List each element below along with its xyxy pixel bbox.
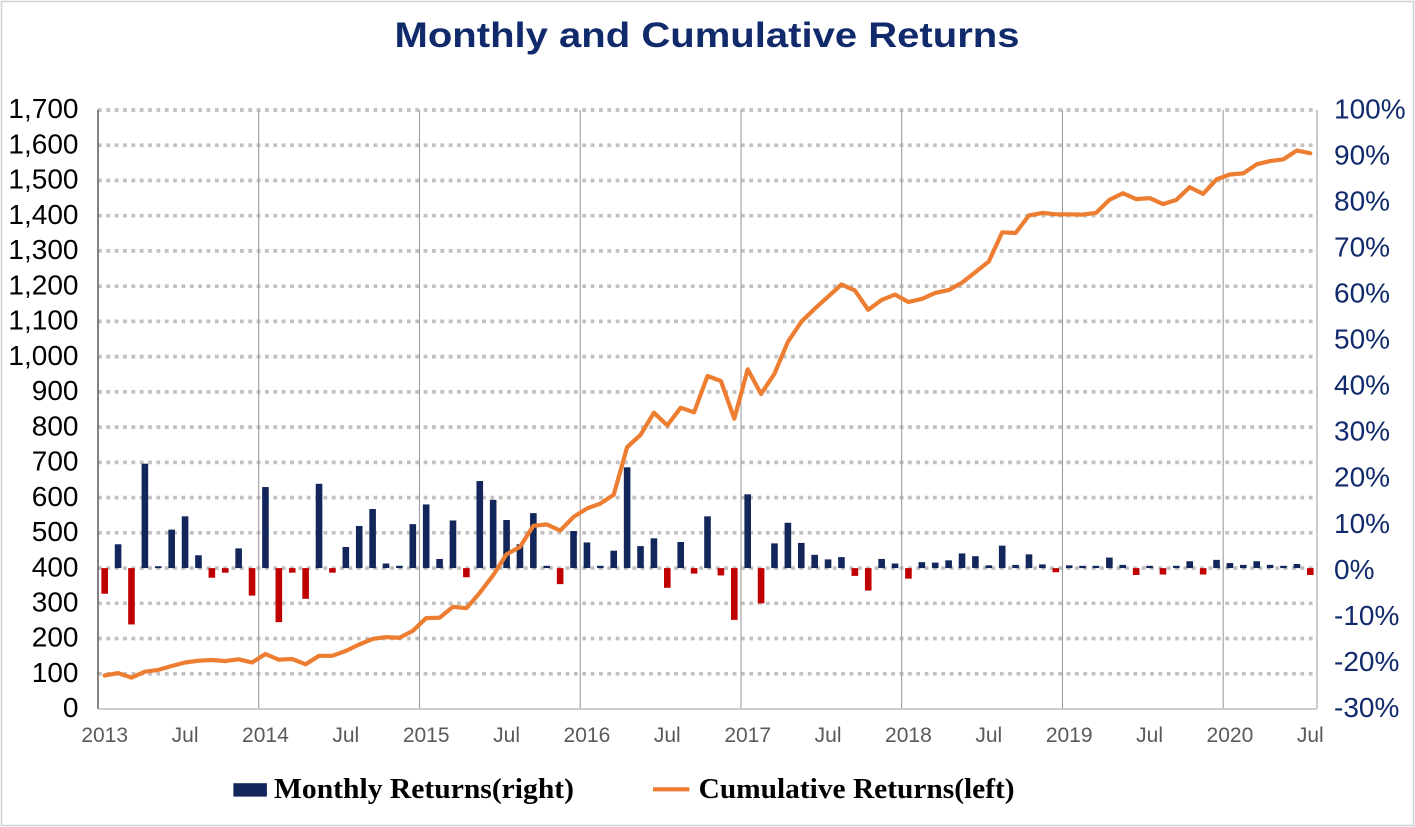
- svg-text:2019: 2019: [1046, 724, 1093, 747]
- svg-text:80%: 80%: [1334, 186, 1390, 217]
- svg-text:300: 300: [32, 587, 79, 618]
- svg-text:Jul: Jul: [493, 724, 520, 747]
- svg-text:-30%: -30%: [1334, 692, 1399, 723]
- svg-text:10%: 10%: [1334, 508, 1390, 539]
- svg-text:100: 100: [32, 657, 79, 688]
- svg-text:90%: 90%: [1334, 140, 1390, 171]
- svg-text:Monthly and Cumulative Returns: Monthly and Cumulative Returns: [395, 16, 1020, 55]
- svg-text:800: 800: [32, 410, 79, 441]
- svg-text:Jul: Jul: [332, 724, 359, 747]
- svg-text:Jul: Jul: [815, 724, 842, 747]
- svg-text:2017: 2017: [724, 724, 771, 747]
- svg-text:1,100: 1,100: [8, 305, 78, 336]
- svg-text:1,600: 1,600: [8, 128, 78, 159]
- svg-text:600: 600: [32, 481, 79, 512]
- svg-text:1,500: 1,500: [8, 164, 78, 195]
- svg-text:0: 0: [63, 692, 79, 723]
- svg-text:2015: 2015: [403, 724, 450, 747]
- svg-text:1,300: 1,300: [8, 234, 78, 265]
- svg-text:900: 900: [32, 375, 79, 406]
- svg-text:30%: 30%: [1334, 416, 1390, 447]
- svg-text:50%: 50%: [1334, 324, 1390, 355]
- svg-text:20%: 20%: [1334, 462, 1390, 493]
- svg-text:-20%: -20%: [1334, 646, 1399, 677]
- svg-text:Cumulative Returns(left): Cumulative Returns(left): [699, 773, 1015, 805]
- svg-text:Jul: Jul: [1136, 724, 1163, 747]
- svg-text:400: 400: [32, 551, 79, 582]
- svg-text:60%: 60%: [1334, 278, 1390, 309]
- svg-text:2020: 2020: [1207, 724, 1254, 747]
- svg-text:1,200: 1,200: [8, 269, 78, 300]
- svg-text:70%: 70%: [1334, 232, 1390, 263]
- svg-text:2018: 2018: [885, 724, 932, 747]
- svg-text:Jul: Jul: [654, 724, 681, 747]
- svg-text:2016: 2016: [564, 724, 611, 747]
- svg-text:500: 500: [32, 516, 79, 547]
- svg-text:100%: 100%: [1334, 94, 1406, 125]
- svg-text:Jul: Jul: [172, 724, 199, 747]
- svg-text:700: 700: [32, 446, 79, 477]
- svg-text:1,400: 1,400: [8, 199, 78, 230]
- svg-text:Jul: Jul: [975, 724, 1002, 747]
- svg-text:2014: 2014: [242, 724, 289, 747]
- svg-text:0%: 0%: [1334, 554, 1374, 585]
- svg-text:2013: 2013: [81, 724, 128, 747]
- svg-text:1,000: 1,000: [8, 340, 78, 371]
- svg-text:Jul: Jul: [1297, 724, 1324, 747]
- svg-text:200: 200: [32, 622, 79, 653]
- svg-text:40%: 40%: [1334, 370, 1390, 401]
- svg-text:Monthly Returns(right): Monthly Returns(right): [274, 773, 574, 805]
- svg-text:1,700: 1,700: [8, 93, 78, 124]
- svg-text:-10%: -10%: [1334, 600, 1399, 631]
